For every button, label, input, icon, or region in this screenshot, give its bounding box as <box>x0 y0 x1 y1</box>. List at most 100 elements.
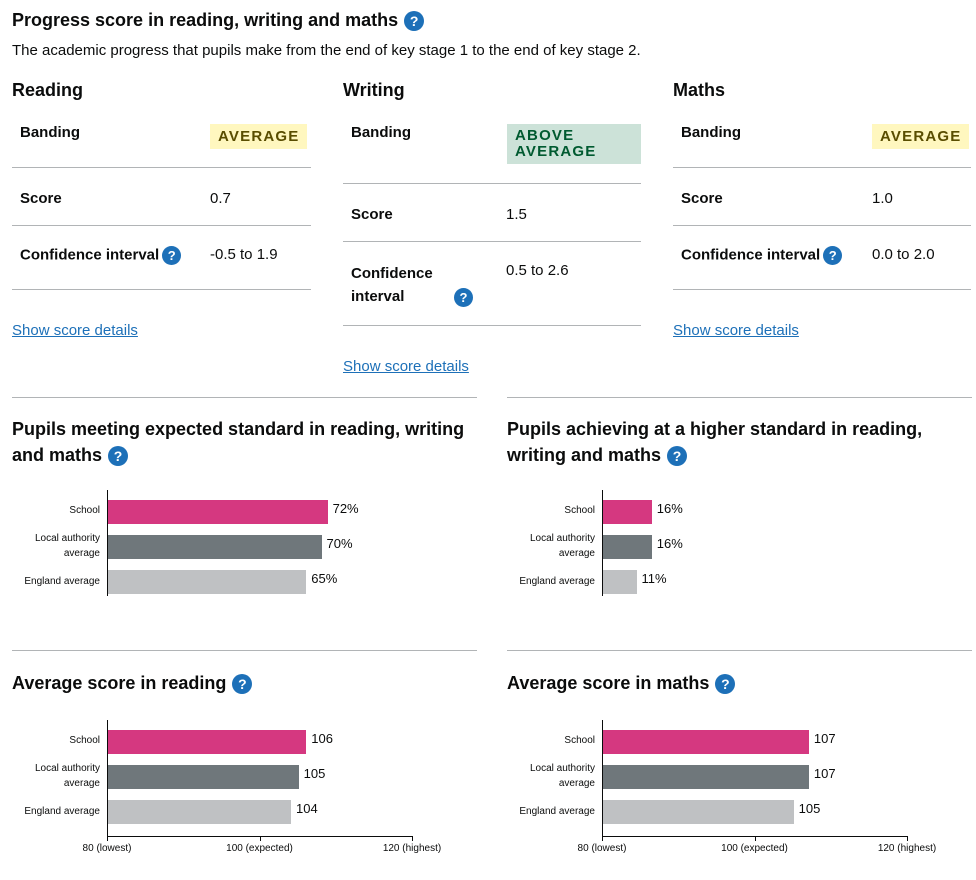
score-value: 1.0 <box>872 190 893 207</box>
bar <box>603 500 652 524</box>
banding-label: Banding <box>20 124 80 141</box>
data-label: 107 <box>813 766 836 781</box>
bar <box>108 730 307 754</box>
maths-progress: Maths Banding AVERAGE Score 1.0 Confiden… <box>673 80 971 290</box>
category-label: School <box>69 735 100 746</box>
data-label: 104 <box>296 801 318 816</box>
confidence-label-text: Confidence interval <box>351 265 433 305</box>
bar <box>603 570 637 594</box>
banding-row: Banding AVERAGE <box>673 111 971 168</box>
help-icon[interactable]: ? <box>823 246 843 265</box>
subject-heading: Reading <box>12 80 84 100</box>
data-label: 105 <box>303 766 326 781</box>
data-label: 65% <box>311 571 338 586</box>
confidence-label: Confidence interval? <box>681 246 872 289</box>
help-icon[interactable]: ? <box>667 446 688 467</box>
show-score-details-link[interactable]: Show score details <box>673 322 799 339</box>
page-title: Progress score in reading, writing and m… <box>12 10 425 32</box>
y-axis-line <box>602 490 603 596</box>
bar-chart-higher-standard: School 16% Local authority average 16% Engla… <box>495 490 976 610</box>
confidence-value: 0.0 to 2.0 <box>872 246 935 263</box>
show-score-details-link[interactable]: Show score details <box>12 322 138 339</box>
score-row: Score 1.5 <box>343 184 641 242</box>
category-label: Local authority average <box>34 533 100 559</box>
bar <box>603 730 809 754</box>
data-label: 107 <box>813 731 836 746</box>
category-label: England average <box>24 806 100 817</box>
data-label: 70% <box>326 536 353 551</box>
score-row: Score 1.0 <box>673 168 971 226</box>
score-value: 1.5 <box>506 206 527 223</box>
help-icon[interactable]: ? <box>454 287 473 307</box>
data-label: 106 <box>311 731 333 746</box>
chart-title-text: Pupils meeting expected standard in read… <box>12 419 465 465</box>
subject-heading: Maths <box>673 80 726 100</box>
x-tick <box>602 836 603 841</box>
bar <box>108 500 328 524</box>
y-axis-line <box>602 720 603 836</box>
category-label: England average <box>519 806 595 817</box>
confidence-label-text: Confidence interval <box>681 246 821 264</box>
category-label: Local authority average <box>34 763 100 789</box>
chart-title: Pupils achieving at a higher standard in… <box>507 416 972 468</box>
x-tick-label: 100 (expected) <box>721 843 788 854</box>
banding-row: Banding AVERAGE <box>12 111 311 168</box>
help-icon[interactable]: ? <box>232 674 253 695</box>
bar-chart-average-maths: School 107 Local authority average 107 Engla… <box>495 720 976 860</box>
bar <box>108 765 299 789</box>
bar <box>108 535 322 559</box>
show-score-details-link[interactable]: Show score details <box>343 358 469 375</box>
chart-title: Average score in maths? <box>507 670 972 696</box>
category-label: England average <box>519 576 595 587</box>
section-divider <box>12 397 477 398</box>
page-title-text: Progress score in reading, writing and m… <box>12 10 399 30</box>
section-divider <box>12 650 477 651</box>
data-label: 11% <box>641 571 667 586</box>
help-icon[interactable]: ? <box>108 446 129 467</box>
x-tick <box>754 836 756 841</box>
bar-chart-average-reading: School 106 Local authority average 105 Engla… <box>0 720 488 860</box>
score-value: 0.7 <box>210 190 231 207</box>
page-description: The academic progress that pupils make f… <box>12 42 641 59</box>
chart-title: Average score in reading? <box>12 670 477 696</box>
bar <box>108 800 291 824</box>
category-label: School <box>564 505 595 516</box>
banding-badge: AVERAGE <box>872 124 970 149</box>
reading-progress: Reading Banding AVERAGE Score 0.7 Confid… <box>12 80 311 290</box>
subject-heading: Writing <box>343 80 405 100</box>
score-label: Score <box>681 190 723 207</box>
x-tick-label: 100 (expected) <box>226 843 293 854</box>
help-icon[interactable]: ? <box>404 11 425 32</box>
confidence-label: Confidence interval? <box>351 262 506 325</box>
x-tick-label: 120 (highest) <box>877 843 937 854</box>
data-label: 16% <box>656 501 683 516</box>
x-tick <box>259 836 261 841</box>
banding-row: Banding ABOVE AVERAGE <box>343 111 641 184</box>
confidence-row: Confidence interval? 0.5 to 2.6 <box>343 242 641 326</box>
banding-badge: AVERAGE <box>210 124 308 149</box>
help-icon[interactable]: ? <box>162 246 182 265</box>
x-tick <box>412 836 413 841</box>
score-row: Score 0.7 <box>12 168 311 226</box>
category-label: School <box>69 505 100 516</box>
section-divider <box>507 397 972 398</box>
score-label: Score <box>351 206 393 223</box>
chart-title: Pupils meeting expected standard in read… <box>12 416 477 468</box>
score-label: Score <box>20 190 62 207</box>
data-label: 72% <box>332 501 359 516</box>
help-icon[interactable]: ? <box>715 674 736 695</box>
writing-progress: Writing Banding ABOVE AVERAGE Score 1.5 … <box>343 80 641 326</box>
data-label: 16% <box>656 536 683 551</box>
category-label: England average <box>24 576 100 587</box>
data-label: 105 <box>798 801 821 816</box>
x-tick <box>907 836 908 841</box>
bar <box>603 535 652 559</box>
section-divider <box>507 650 972 651</box>
confidence-value: 0.5 to 2.6 <box>506 262 569 279</box>
banding-label: Banding <box>351 124 411 141</box>
bar <box>603 765 809 789</box>
chart-title-text: Average score in maths <box>507 673 710 693</box>
confidence-row: Confidence interval? -0.5 to 1.9 <box>12 226 311 290</box>
confidence-row: Confidence interval? 0.0 to 2.0 <box>673 226 971 290</box>
confidence-label-text: Confidence interval <box>20 246 160 264</box>
